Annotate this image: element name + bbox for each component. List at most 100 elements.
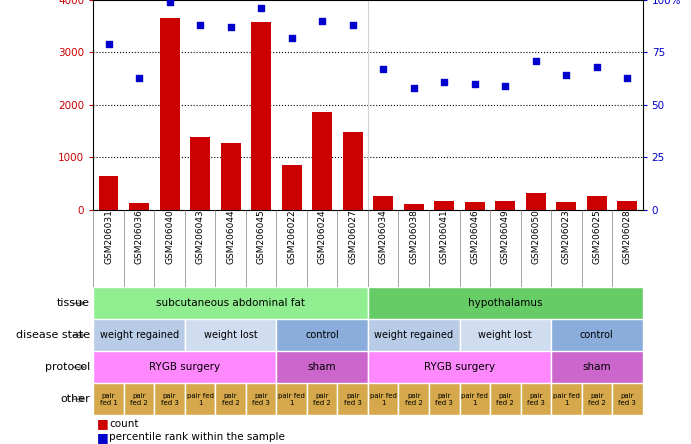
Text: GSM206046: GSM206046 (471, 210, 480, 264)
Text: GSM206041: GSM206041 (439, 210, 448, 264)
Text: pair
fed 3: pair fed 3 (618, 392, 636, 406)
Bar (282, 165, 301, 210)
Text: protocol: protocol (45, 362, 90, 372)
Point (316, 17, 328, 24)
Text: disease state: disease state (16, 330, 90, 340)
Bar (556, 202, 576, 210)
Bar (216, 383, 246, 415)
Text: subcutaneous abdominal fat: subcutaneous abdominal fat (156, 298, 305, 308)
Text: pair
fed 2: pair fed 2 (222, 392, 240, 406)
Text: pair fed
1: pair fed 1 (187, 392, 214, 406)
Text: pair
fed 2: pair fed 2 (313, 392, 331, 406)
Bar (404, 204, 424, 210)
Bar (337, 383, 368, 415)
Bar (276, 351, 368, 383)
Text: weight lost: weight lost (478, 330, 532, 340)
Bar (129, 203, 149, 210)
Point (530, 57, 541, 64)
Bar (618, 202, 637, 210)
Bar (526, 193, 546, 210)
Text: other: other (60, 394, 90, 404)
Bar (368, 287, 643, 319)
Point (439, 78, 450, 85)
Text: pair fed
1: pair fed 1 (462, 392, 489, 406)
Text: percentile rank within the sample: percentile rank within the sample (109, 432, 285, 442)
Point (164, 0, 175, 6)
Bar (551, 383, 582, 415)
Text: GSM206028: GSM206028 (623, 210, 632, 264)
Text: weight regained: weight regained (100, 330, 179, 340)
Text: GSM206025: GSM206025 (592, 210, 601, 264)
Point (561, 72, 572, 79)
Point (347, 22, 358, 29)
Bar (429, 383, 460, 415)
Point (225, 24, 236, 31)
Text: RYGB surgery: RYGB surgery (149, 362, 220, 372)
Bar (93, 319, 185, 351)
Bar (465, 202, 484, 210)
Point (500, 83, 511, 90)
Text: pair
fed 3: pair fed 3 (252, 392, 270, 406)
Text: GSM206027: GSM206027 (348, 210, 357, 264)
Bar (154, 383, 185, 415)
Text: GSM206045: GSM206045 (256, 210, 265, 264)
Bar (246, 383, 276, 415)
Bar (551, 319, 643, 351)
Bar (551, 351, 643, 383)
Bar (373, 196, 393, 210)
Bar (520, 383, 551, 415)
Point (408, 84, 419, 91)
Bar (368, 383, 399, 415)
Bar (93, 351, 276, 383)
Text: sham: sham (583, 362, 611, 372)
Text: GSM206044: GSM206044 (226, 210, 235, 264)
Bar (185, 319, 276, 351)
Bar (587, 196, 607, 210)
Text: GSM206023: GSM206023 (562, 210, 571, 264)
Text: pair
fed 2: pair fed 2 (496, 392, 514, 406)
Bar (307, 383, 337, 415)
Text: pair
fed 2: pair fed 2 (405, 392, 423, 406)
Bar (612, 383, 643, 415)
Bar (190, 137, 210, 210)
Text: pair
fed 3: pair fed 3 (343, 392, 361, 406)
Bar (185, 383, 216, 415)
Bar (435, 201, 454, 210)
Text: ■: ■ (97, 431, 108, 444)
Bar (276, 383, 307, 415)
Text: sham: sham (308, 362, 337, 372)
Text: count: count (109, 419, 139, 429)
Text: GSM206050: GSM206050 (531, 210, 540, 265)
Text: pair fed
1: pair fed 1 (370, 392, 397, 406)
Text: GSM206043: GSM206043 (196, 210, 205, 264)
Bar (368, 351, 551, 383)
Point (286, 34, 297, 41)
Text: weight regained: weight regained (374, 330, 453, 340)
Point (256, 5, 267, 12)
Point (195, 22, 206, 29)
Text: pair
fed 1: pair fed 1 (100, 392, 117, 406)
Text: pair
fed 2: pair fed 2 (588, 392, 606, 406)
Text: pair
fed 3: pair fed 3 (435, 392, 453, 406)
Text: pair fed
1: pair fed 1 (278, 392, 305, 406)
Text: pair
fed 2: pair fed 2 (130, 392, 148, 406)
Bar (490, 383, 520, 415)
Text: GSM206022: GSM206022 (287, 210, 296, 264)
Text: GSM206034: GSM206034 (379, 210, 388, 264)
Bar (99, 175, 118, 210)
Point (103, 40, 114, 48)
Bar (276, 319, 368, 351)
Text: GSM206038: GSM206038 (409, 210, 418, 265)
Point (378, 66, 389, 73)
Bar (312, 111, 332, 210)
Text: tissue: tissue (57, 298, 90, 308)
Point (469, 80, 480, 87)
Bar (160, 18, 180, 210)
Text: GSM206031: GSM206031 (104, 210, 113, 265)
Bar (495, 201, 515, 210)
Point (591, 63, 603, 71)
Text: pair
fed 3: pair fed 3 (160, 392, 178, 406)
Bar (399, 383, 429, 415)
Text: pair fed
1: pair fed 1 (553, 392, 580, 406)
Bar (368, 319, 460, 351)
